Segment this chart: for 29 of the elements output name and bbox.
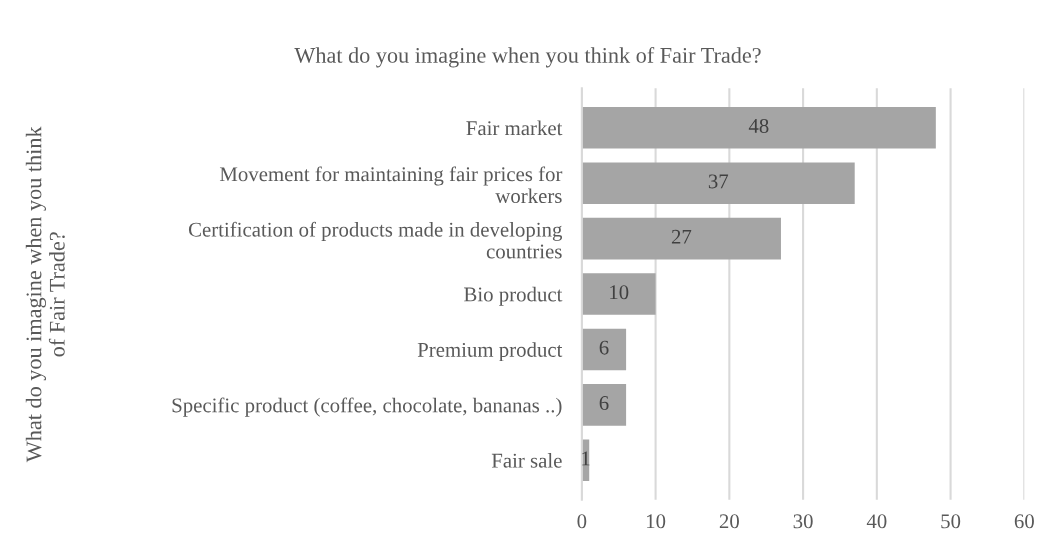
chart-title: What do you imagine when you think of Fair Trade? bbox=[294, 47, 761, 68]
x-tick-label: 10 bbox=[647, 514, 666, 529]
y-tick-label: Bio product bbox=[464, 286, 563, 306]
y-tick-label: Certification of products made in developing countries bbox=[188, 221, 563, 259]
data-label: 27 bbox=[671, 229, 692, 244]
data-label: 37 bbox=[708, 174, 729, 189]
data-label: 10 bbox=[610, 285, 629, 300]
x-tick-label: 0 bbox=[577, 514, 587, 529]
y-tick-label: Fair market bbox=[466, 120, 563, 136]
x-tick-label: 60 bbox=[1014, 514, 1034, 529]
bar bbox=[581, 328, 627, 371]
data-label: 6 bbox=[599, 396, 609, 411]
bar bbox=[581, 162, 855, 204]
bar bbox=[581, 217, 781, 260]
data-label: 1 bbox=[582, 451, 590, 466]
x-tick-label: 30 bbox=[793, 514, 813, 529]
y-tick-label: Specific product (coffee, chocolate, bananas ..) bbox=[172, 397, 562, 417]
bar bbox=[581, 384, 627, 426]
y-axis-title: What do you imagine when you think of Fair Trade? bbox=[25, 126, 65, 463]
bar bbox=[581, 106, 936, 149]
y-tick-label: Movement for maintaining fair prices for workers bbox=[219, 166, 563, 204]
x-tick-label: 20 bbox=[719, 514, 739, 529]
data-label: 6 bbox=[599, 340, 609, 355]
x-tick-label: 40 bbox=[866, 514, 887, 529]
data-label: 48 bbox=[748, 118, 769, 133]
y-tick-label: Premium product bbox=[417, 342, 563, 362]
y-tick-label: Fair sale bbox=[491, 453, 562, 468]
bar bbox=[581, 273, 656, 315]
x-tick-label: 50 bbox=[941, 514, 961, 529]
